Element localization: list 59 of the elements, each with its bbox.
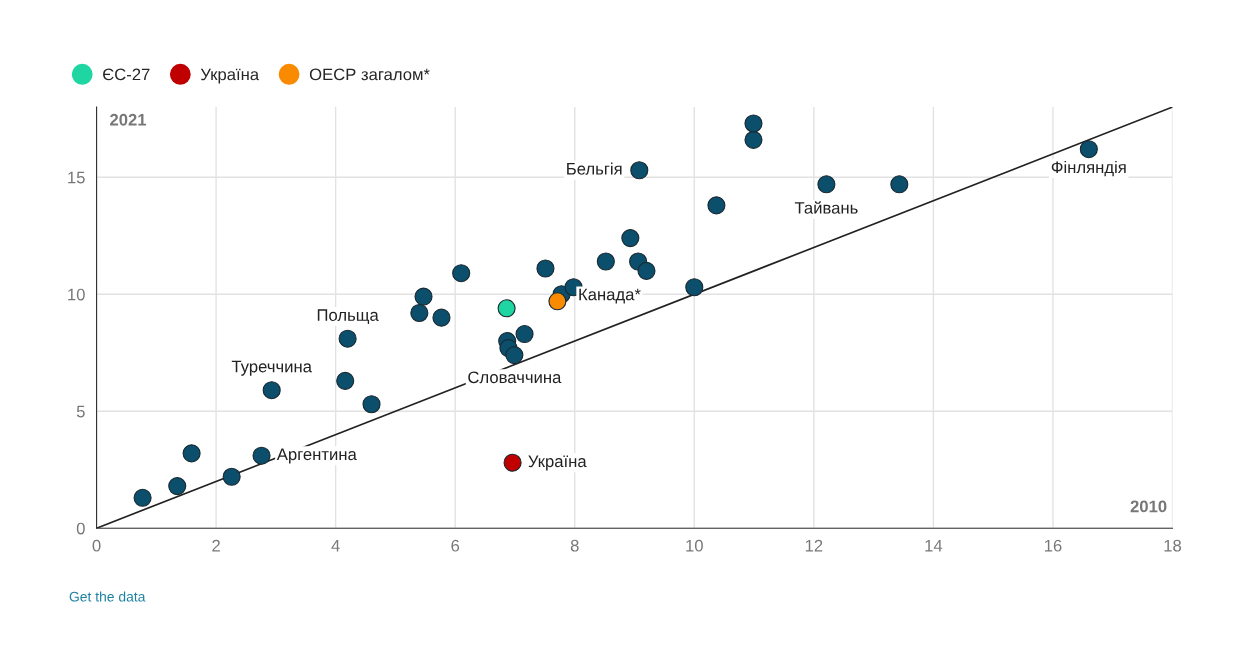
text: Get the data (69, 591, 146, 602)
point (548, 292, 567, 311)
point (707, 196, 726, 215)
x-tick-label: 18 (1164, 539, 1182, 552)
point (515, 324, 534, 344)
annotation: Бельгія (567, 162, 622, 175)
point (817, 175, 836, 194)
y-tick-label: 15 (68, 171, 85, 184)
point (637, 261, 656, 280)
point (621, 229, 640, 248)
point (744, 130, 763, 149)
point (133, 488, 152, 507)
x-tick-label: 16 (1044, 539, 1062, 552)
point (744, 114, 763, 133)
x-tick-label: 4 (331, 539, 340, 552)
point (432, 308, 451, 327)
y-tick-label: 5 (76, 405, 85, 418)
point (252, 446, 271, 465)
point (497, 299, 516, 318)
point (685, 278, 704, 297)
x-tick-label: 14 (925, 539, 943, 552)
legend-label: ОЕСР загалом* (309, 68, 430, 81)
point (630, 161, 649, 180)
legend-label: ЄС-27 (103, 68, 150, 81)
x-tick-label: 8 (570, 539, 579, 552)
point (1079, 140, 1098, 159)
x-tick-label: 0 (92, 539, 101, 552)
x-tick-label: 2 (212, 539, 220, 552)
y-tick-label: 10 (68, 288, 85, 301)
point (168, 477, 187, 496)
point (505, 346, 524, 365)
point (338, 329, 357, 348)
annotation: Тайвань (794, 201, 858, 214)
point (596, 252, 615, 271)
annotation: Україна (528, 455, 587, 471)
point (182, 444, 201, 463)
annotation: Польща (317, 309, 379, 325)
point (503, 453, 522, 472)
point (414, 287, 433, 306)
point (452, 264, 471, 283)
x-tick-label: 10 (686, 539, 703, 552)
annotation: Аргентина (276, 448, 357, 464)
point (336, 371, 355, 390)
point (262, 381, 281, 400)
y-tick-label: 0 (76, 522, 85, 535)
annotation: Словаччина (468, 371, 562, 384)
point (362, 395, 381, 414)
point (222, 467, 241, 486)
point (890, 175, 909, 194)
annotation: Фінляндія (1051, 160, 1126, 177)
x-axis-title: 2010 (1130, 500, 1167, 513)
y-axis-title: 2021 (110, 113, 147, 126)
x-tick-label: 6 (451, 539, 460, 552)
legend-label: Україна (200, 68, 260, 84)
x-tick-label: 12 (805, 539, 823, 552)
point (536, 259, 555, 278)
annotation: Канада* (579, 288, 641, 304)
point (410, 303, 429, 323)
annotation: Туреччина (231, 360, 312, 376)
